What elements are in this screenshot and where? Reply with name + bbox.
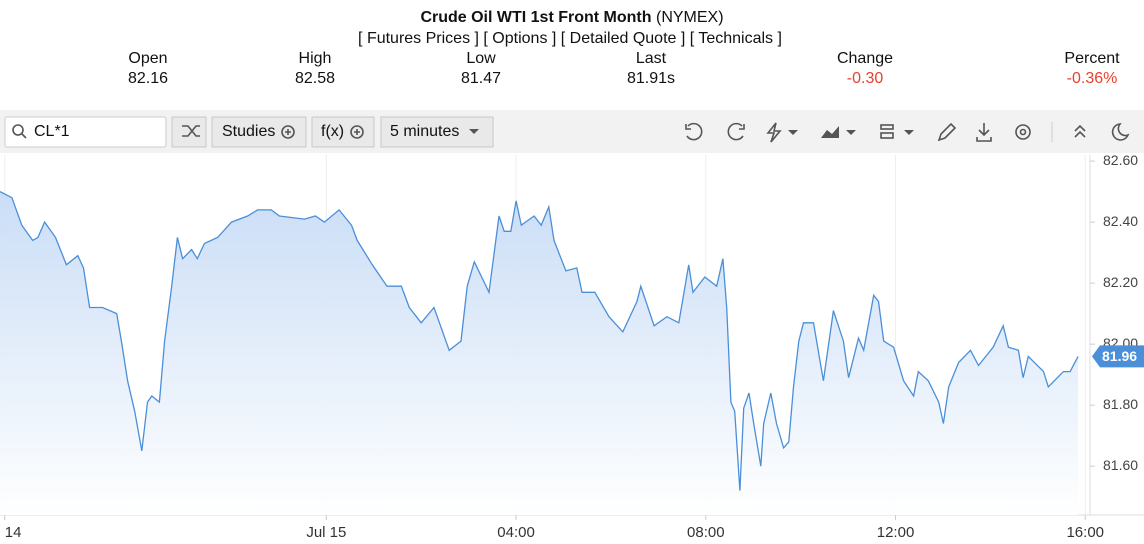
x-tick-label: 08:00 bbox=[687, 524, 725, 541]
dropdown-icon bbox=[904, 130, 914, 135]
y-tick-label: 81.80 bbox=[1103, 396, 1138, 412]
stat-value: 81.91s bbox=[627, 70, 675, 87]
y-tick-label: 82.40 bbox=[1103, 213, 1138, 229]
x-tick-label: Jul 15 bbox=[306, 524, 346, 541]
stat-value: 82.16 bbox=[128, 70, 168, 87]
stat-value: -0.36% bbox=[1067, 70, 1118, 87]
quote-title: Crude Oil WTI 1st Front Month (NYMEX) bbox=[420, 9, 723, 26]
dropdown-icon bbox=[469, 129, 479, 134]
title: Crude Oil WTI 1st Front Month bbox=[420, 9, 651, 26]
stat-label: High bbox=[299, 50, 332, 67]
stat-label: Change bbox=[837, 50, 893, 67]
dropdown-icon bbox=[788, 130, 798, 135]
stats: Open 82.16 High 82.58 Low 81.47 Last 81.91s Chan… bbox=[128, 50, 1120, 87]
download-icon[interactable] bbox=[976, 123, 992, 142]
search-icon bbox=[21, 133, 27, 139]
studies: Studies bbox=[222, 123, 275, 140]
y-tick-label: 82.20 bbox=[1103, 274, 1138, 290]
symbol-search[interactable] bbox=[4, 116, 167, 148]
search-icon bbox=[12, 124, 24, 136]
y-tick-label: 81.60 bbox=[1103, 457, 1138, 473]
compare-button[interactable] bbox=[171, 116, 207, 148]
theme-icon[interactable] bbox=[1111, 123, 1130, 141]
pencil-icon[interactable] bbox=[937, 122, 957, 142]
fx: f(x) bbox=[321, 123, 344, 140]
plus-icon bbox=[285, 129, 291, 135]
layout-icon bbox=[880, 132, 894, 139]
exchange: (NYMEX) bbox=[656, 9, 724, 26]
plot: 14 Jul 15 04:00 08:00 12:00 16:00 81.60 81.80 82… bbox=[0, 152, 1144, 541]
draw-icon[interactable] bbox=[766, 122, 782, 143]
collapse-icon[interactable] bbox=[1074, 124, 1086, 138]
settings-icon bbox=[1019, 128, 1027, 136]
area bbox=[0, 191, 1079, 515]
x-tick-label: 12:00 bbox=[877, 524, 915, 541]
stat-label: Last bbox=[636, 50, 667, 67]
last-price: 81.96 bbox=[1102, 348, 1137, 364]
interval: 5 minutes bbox=[390, 123, 459, 140]
stat-label: Open bbox=[128, 50, 167, 67]
stat-value: 82.58 bbox=[295, 70, 335, 87]
layout-icon[interactable] bbox=[880, 124, 894, 130]
toolbar-icons bbox=[685, 122, 1130, 143]
plus-icon bbox=[281, 125, 295, 139]
last-price-badge bbox=[1092, 345, 1144, 368]
x-tick-label: 14 bbox=[5, 524, 22, 541]
x-tick-label: 04:00 bbox=[497, 524, 535, 541]
compare-icon bbox=[182, 125, 200, 137]
undo-icon[interactable] bbox=[685, 122, 703, 141]
chart-type-icon[interactable] bbox=[821, 126, 839, 138]
stat-value: 81.47 bbox=[461, 70, 501, 87]
plus-icon bbox=[350, 125, 364, 139]
settings-icon[interactable] bbox=[1015, 124, 1031, 140]
stat-label: Low bbox=[466, 50, 496, 67]
dropdown-icon bbox=[846, 130, 856, 135]
stat-value: -0.30 bbox=[847, 70, 884, 87]
plus-icon bbox=[354, 129, 360, 135]
x-tick-label: 16:00 bbox=[1066, 524, 1104, 541]
symbol: CL*1 bbox=[34, 123, 70, 140]
stat-label: Percent bbox=[1064, 50, 1120, 67]
price-line bbox=[0, 191, 1079, 491]
redo-icon[interactable] bbox=[727, 122, 745, 141]
y-tick-label: 82.60 bbox=[1103, 152, 1138, 168]
quote-links[interactable]: [ Futures Prices ] [ Options ] [ Detaile… bbox=[358, 30, 782, 47]
